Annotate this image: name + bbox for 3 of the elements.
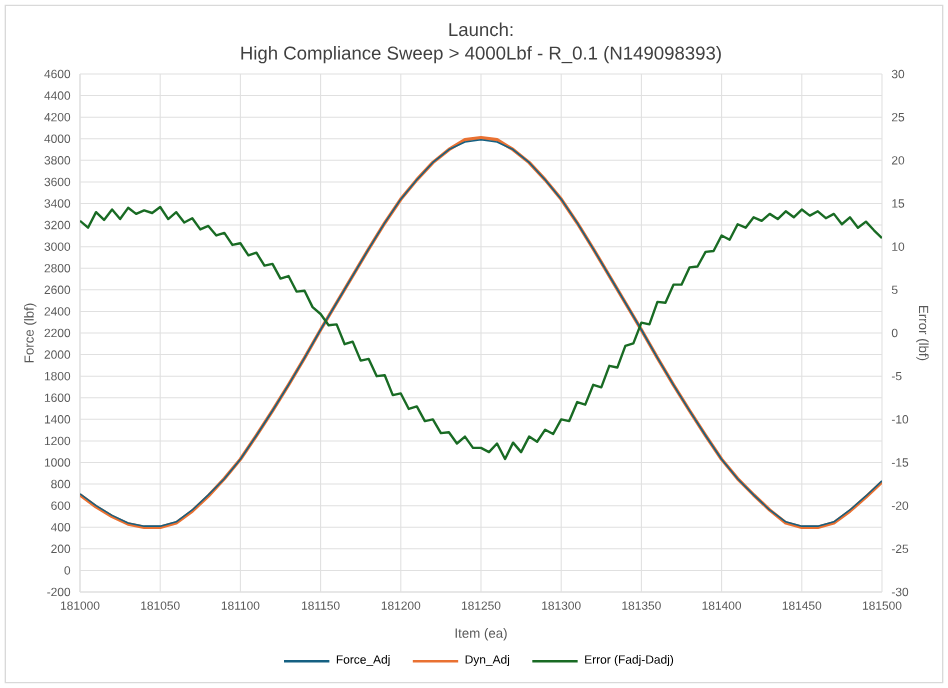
chart-subtitle: High Compliance Sweep > 4000Lbf - R_0.1 (N149098393) <box>241 46 721 64</box>
chart-title: Launch: <box>449 22 513 37</box>
line-series <box>80 205 882 461</box>
